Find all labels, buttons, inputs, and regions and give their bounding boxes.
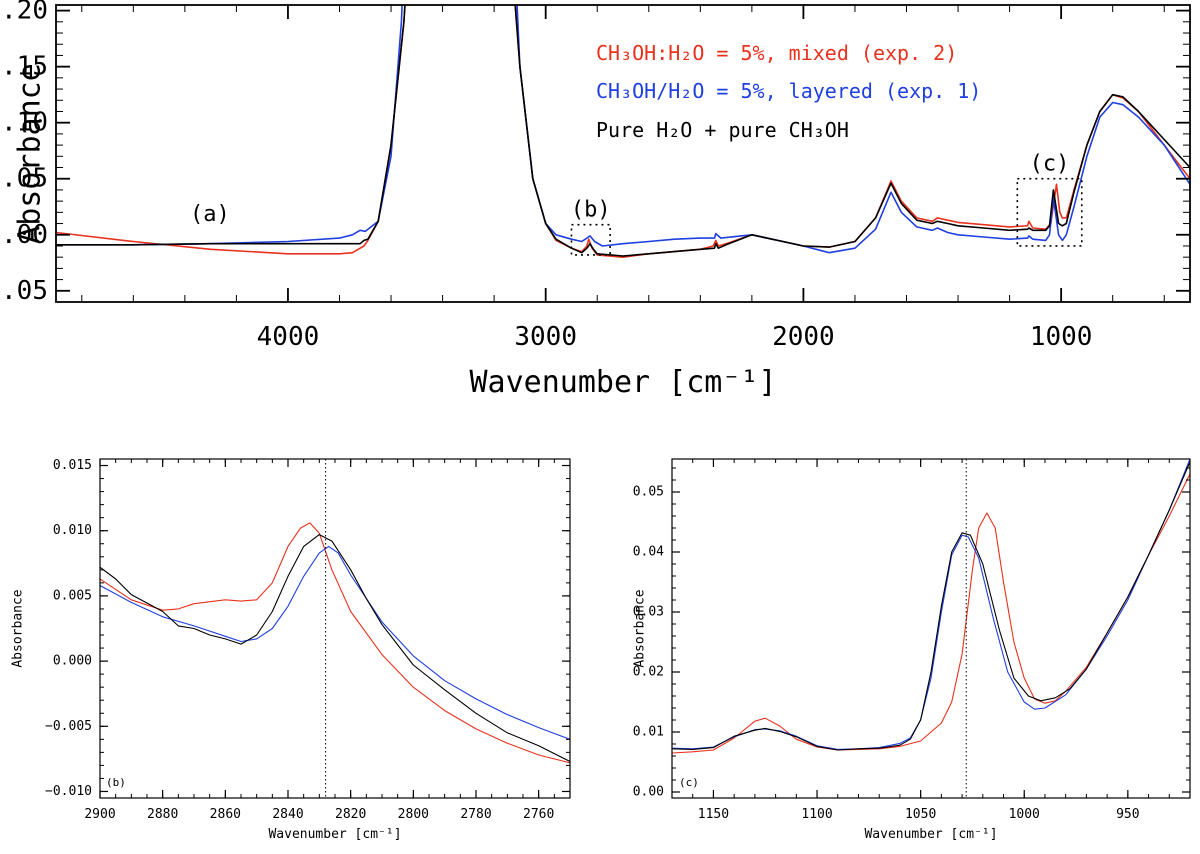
x-tick-label: 2880 <box>147 807 178 822</box>
x-axis-label: Wavenumber [cm⁻¹] <box>864 827 997 842</box>
zoom-box <box>570 223 611 256</box>
x-tick-label: 1000 <box>1030 322 1093 352</box>
series-line-blue <box>100 545 570 740</box>
x-tick-label: 2000 <box>772 322 835 352</box>
legend-entry: CH₃OH/H₂O = 5%, layered (exp. 1) <box>596 79 981 103</box>
y-tick-label: 0.01 <box>633 725 664 740</box>
zoom-box <box>1016 177 1083 247</box>
panel-label: (c) <box>679 776 699 789</box>
series-group <box>100 522 570 764</box>
y-axis-label: Absorbance <box>11 589 26 667</box>
panel-a-main-spectrum: 4000 3000 2000 1000 −0.05 0.00 0.05 0.10 0.15 0.2… <box>0 0 1191 400</box>
x-tick-label: 1150 <box>698 807 729 822</box>
x-tick-label: 1100 <box>801 807 832 822</box>
y-tick-label: 0.02 <box>633 665 664 680</box>
y-tick-label: 0.03 <box>633 605 664 620</box>
series-line-black <box>56 5 1190 257</box>
x-tick-label: 4000 <box>257 322 320 352</box>
plot-frame <box>99 458 571 799</box>
plot-frame <box>55 4 1191 303</box>
panel-label: (a) <box>190 202 230 227</box>
y-tick-label: 0.10 <box>0 108 48 138</box>
x-tick-label: 1050 <box>905 807 936 822</box>
plot-frame <box>671 458 1191 799</box>
series-line-blue <box>672 459 1190 750</box>
x-tick-label: 2840 <box>272 807 303 822</box>
x-tick-label: 2780 <box>460 807 491 822</box>
y-tick-label: 0.04 <box>633 545 664 560</box>
y-tick-label: −0.05 <box>0 276 48 306</box>
x-tick-label: 2820 <box>335 807 366 822</box>
x-tick-label: 2860 <box>210 807 241 822</box>
x-tick-label: 2900 <box>84 807 115 822</box>
zoom-box-label: (b) <box>571 198 611 223</box>
y-tick-label: −0.005 <box>45 719 92 734</box>
series-line-red <box>100 522 570 764</box>
y-tick-label: 0.015 <box>53 458 92 473</box>
y-axis-label: Absorbance <box>13 63 48 244</box>
zoom-box-label: (c) <box>1030 152 1070 177</box>
x-axis-label: Wavenumber [cm⁻¹] <box>268 827 401 842</box>
x-tick-label: 950 <box>1116 807 1139 822</box>
y-tick-label: −0.010 <box>45 784 92 799</box>
x-tick-label: 3000 <box>514 322 577 352</box>
panel-c-zoom-1030: 1150 1100 1050 1000 950 0.00 0.01 0.02 0.03 0.04 0… <box>633 458 1191 842</box>
series-group <box>672 459 1190 754</box>
y-tick-label: 0.010 <box>53 523 92 538</box>
x-axis-label: Wavenumber [cm⁻¹] <box>469 365 776 400</box>
x-tick-label: 2760 <box>523 807 554 822</box>
series-line-black <box>672 461 1190 751</box>
y-tick-label: 0.15 <box>0 52 48 82</box>
x-tick-label: 1000 <box>1009 807 1040 822</box>
panel-label: (b) <box>106 776 126 789</box>
y-tick-label: 0.00 <box>633 785 664 800</box>
y-tick-label: 0.000 <box>53 654 92 669</box>
y-axis-label: Absorbance <box>633 589 648 667</box>
legend-entry: CH₃OH:H₂O = 5%, mixed (exp. 2) <box>596 41 957 65</box>
y-tick-label: 0.00 <box>0 220 48 250</box>
series-line-red <box>672 473 1190 754</box>
y-tick-label: 0.05 <box>633 485 664 500</box>
legend-entry: Pure H₂O + pure CH₃OH <box>596 118 849 142</box>
x-tick-label: 2800 <box>398 807 429 822</box>
y-tick-label: 0.20 <box>0 0 48 26</box>
legend: CH₃OH:H₂O = 5%, mixed (exp. 2) CH₃OH/H₂O … <box>596 41 981 142</box>
series-group <box>56 5 1190 258</box>
panel-b-zoom-2830: 2900 2880 2860 2840 2820 2800 2780 2760 −0.010 −0… <box>11 458 571 842</box>
series-line-black <box>100 534 570 762</box>
y-tick-label: 0.005 <box>53 588 92 603</box>
y-tick-label: 0.05 <box>0 164 48 194</box>
